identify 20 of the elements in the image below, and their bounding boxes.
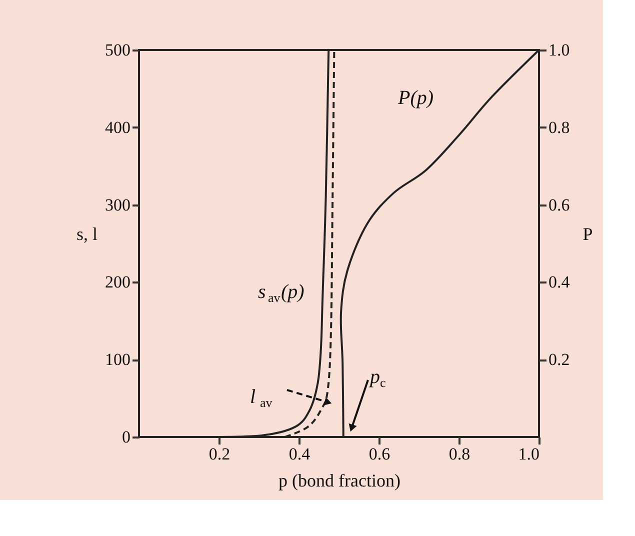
y2-tick-label: 0.6 bbox=[548, 195, 570, 214]
y-tick-label: 200 bbox=[105, 272, 130, 292]
y-axis-title: s, l bbox=[76, 224, 98, 244]
y2-tick-label: 0.4 bbox=[548, 272, 570, 292]
y-tick-label: 300 bbox=[105, 195, 130, 214]
y2-axis-title: P bbox=[582, 224, 593, 244]
y-tick-label: 500 bbox=[105, 40, 130, 60]
x-tick-label: 0.6 bbox=[368, 444, 390, 464]
x-tick-label: 0.2 bbox=[208, 444, 230, 464]
y2-tick-label: 0.8 bbox=[548, 118, 570, 137]
y2-tick-label: 1.0 bbox=[548, 40, 570, 60]
y-tick-label: 400 bbox=[105, 118, 130, 137]
annotation: P(p) bbox=[397, 87, 434, 109]
y-tick-label: 0 bbox=[122, 428, 130, 446]
x-tick-label: 1.0 bbox=[518, 444, 540, 464]
x-axis-title: p (bond fraction) bbox=[278, 470, 400, 490]
y-tick-label: 100 bbox=[105, 350, 130, 370]
x-tick-label: 0.4 bbox=[288, 444, 311, 464]
y2-tick-label: 0.2 bbox=[548, 350, 570, 370]
x-tick-label: 0.8 bbox=[448, 444, 470, 464]
